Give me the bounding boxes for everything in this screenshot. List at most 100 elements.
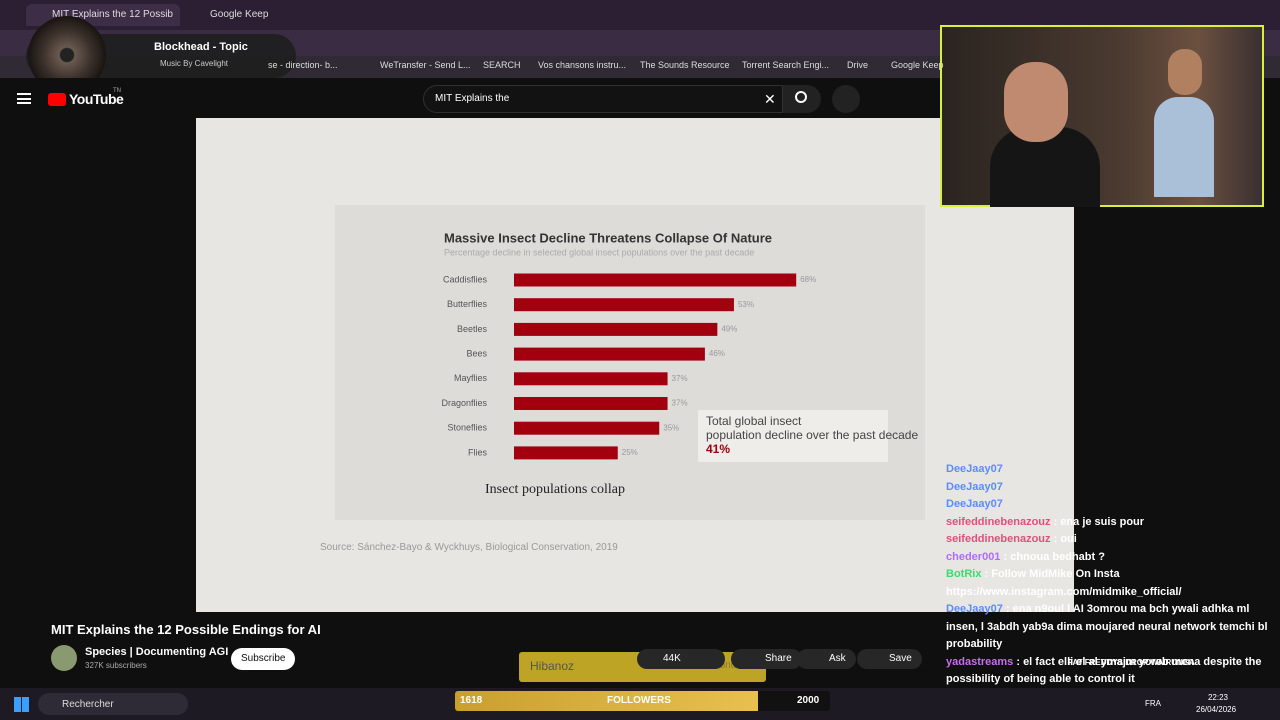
followers-bar xyxy=(455,691,830,711)
category-label: Stoneflies xyxy=(447,423,487,433)
category-label: Dragonflies xyxy=(441,398,487,408)
menu-icon[interactable] xyxy=(17,93,31,104)
value-label: 37% xyxy=(672,374,688,383)
chat-user[interactable]: seifeddinebenazouz xyxy=(946,533,1051,545)
mic-button[interactable] xyxy=(832,85,860,113)
chat-text: ena je suis pour xyxy=(1060,515,1145,528)
chat-user[interactable]: BotRix xyxy=(946,568,982,580)
chat-message: DeeJaay07 xyxy=(946,479,1280,497)
donor: Hibanoz xyxy=(530,659,575,673)
bookmark[interactable]: Torrent Search Engi... xyxy=(742,60,830,70)
subscribe-button[interactable]: Subscribe xyxy=(231,648,296,670)
channel-name[interactable]: Species | Documenting AGI xyxy=(85,646,229,658)
save-button[interactable]: Save xyxy=(857,649,922,669)
music-title: Blockhead - Topic xyxy=(154,41,248,53)
bar xyxy=(514,421,660,435)
bookmark[interactable]: Drive xyxy=(847,60,869,70)
search-text: MIT Explains the xyxy=(435,93,510,104)
value-label: 49% xyxy=(721,325,737,334)
chat: DeeJaay07 DeeJaay07 DeeJaay07 seifeddineben… xyxy=(946,461,1280,706)
chat-message: DeeJaay07 xyxy=(946,461,1280,479)
source: Source: Sánchez-Bayo & Wyckhuys, Biologi… xyxy=(320,542,618,553)
language: FRA xyxy=(1145,699,1161,708)
yt-logo-icon xyxy=(48,93,66,106)
bar xyxy=(514,273,797,287)
value-label: 68% xyxy=(800,275,816,284)
value-label: 46% xyxy=(709,349,725,358)
bar xyxy=(514,322,718,336)
person-head xyxy=(1004,62,1068,142)
clear-icon[interactable]: ✕ xyxy=(764,91,776,107)
category-label: Butterflies xyxy=(447,299,488,309)
chat-message: yadastreams : el fact elli el al ymajm y… xyxy=(946,655,1262,686)
callout-value: 41% xyxy=(706,442,730,456)
chat-message: seifeddinebenazouz : ena je suis pour xyxy=(946,515,1145,528)
channel-avatar[interactable] xyxy=(51,645,77,671)
caption: Insect populations collap xyxy=(485,482,625,497)
value-label: 35% xyxy=(663,423,679,432)
ask-button[interactable]: Ask xyxy=(797,649,856,669)
clock-time: 22:23 xyxy=(1207,693,1229,702)
callout-text-line: population decline over the past decade xyxy=(706,428,918,442)
search-box[interactable] xyxy=(423,85,783,113)
yt-logo-sup: TN xyxy=(113,88,121,94)
followers-goal: 2000 xyxy=(797,695,820,706)
share-button[interactable]: Share xyxy=(731,649,802,669)
chat-user[interactable]: DeeJaay07 xyxy=(946,480,1003,493)
category-label: Beetles xyxy=(457,324,488,334)
chat-user[interactable]: DeeJaay07 xyxy=(946,463,1003,475)
chat-message: DeeJaay07 : ena n9oul l AI 3omrou ma bch… xyxy=(946,603,1268,650)
chart: Massive Insect Decline Threatens Collaps… xyxy=(441,230,918,497)
callout-text: Total global insect xyxy=(706,414,802,428)
chat-user[interactable]: yadastreams xyxy=(946,655,1014,668)
bar xyxy=(514,372,668,386)
chat-text: el fact elli el al ymajm yoreb mena desp… xyxy=(946,655,1262,686)
bar xyxy=(514,446,618,460)
bar xyxy=(514,298,734,312)
value-label: 25% xyxy=(622,448,638,457)
category-label: Flies xyxy=(468,447,488,457)
bookmark[interactable]: SEARCH xyxy=(483,60,521,70)
bookmark[interactable]: The Sounds Resource xyxy=(640,60,730,70)
value-label: 37% xyxy=(672,399,688,408)
webcam xyxy=(940,25,1264,207)
chat-text: oui xyxy=(1060,533,1077,545)
bar xyxy=(514,347,705,361)
subscribers: 327K subscribers xyxy=(85,661,147,670)
followers-fill xyxy=(455,691,759,711)
search-icon xyxy=(795,91,807,103)
category-label: Caddisflies xyxy=(443,274,488,284)
chart-title: Massive Insect Decline Threatens Collaps… xyxy=(444,230,772,245)
followers-current: 1618 xyxy=(460,695,483,706)
person-body xyxy=(1154,97,1214,197)
chat-user[interactable]: cheder001 xyxy=(946,550,1001,563)
clock-date: 26/04/2026 xyxy=(1196,705,1237,714)
taskbar-search[interactable] xyxy=(38,693,188,715)
chat-message: BotRix : Follow MidMike On Insta https:/… xyxy=(946,568,1182,598)
category-label: Bees xyxy=(466,348,487,358)
bookmark[interactable]: Vos chansons instru... xyxy=(538,60,627,70)
chat-message: seifeddinebenazouz : oui xyxy=(946,533,1077,545)
chat-user[interactable]: seifeddinebenazouz xyxy=(946,515,1051,528)
yt-logo[interactable]: YouTube xyxy=(69,91,124,107)
bookmark[interactable]: WeTransfer - Send L... xyxy=(380,60,471,70)
video-title: MIT Explains the 12 Possible Endings for… xyxy=(51,622,321,637)
bookmark[interactable]: se - direction- b... xyxy=(268,60,338,70)
chat-message: cheder001 : chnoua bedhabt ? xyxy=(946,550,1105,563)
followers-label: FOLLOWERS xyxy=(607,695,671,706)
person-head xyxy=(1168,49,1202,95)
tab[interactable]: Google Keep xyxy=(210,9,269,20)
chat-user[interactable]: DeeJaay07 xyxy=(946,603,1003,615)
chat-user[interactable]: DeeJaay07 xyxy=(946,498,1003,510)
chat-text: Follow MidMike On Insta https://www.inst… xyxy=(946,568,1182,598)
start-button[interactable] xyxy=(14,697,29,712)
bookmark[interactable]: Google Keep xyxy=(891,60,944,70)
taskbar-search-text: Rechercher xyxy=(62,699,114,710)
chart-subtitle: Percentage decline in selected global in… xyxy=(444,247,754,257)
value-label: 53% xyxy=(738,300,754,309)
like-button[interactable]: 44K xyxy=(637,649,725,669)
chat-text: chnoua bedhabt ? xyxy=(1010,550,1105,563)
category-label: Mayflies xyxy=(454,373,488,383)
